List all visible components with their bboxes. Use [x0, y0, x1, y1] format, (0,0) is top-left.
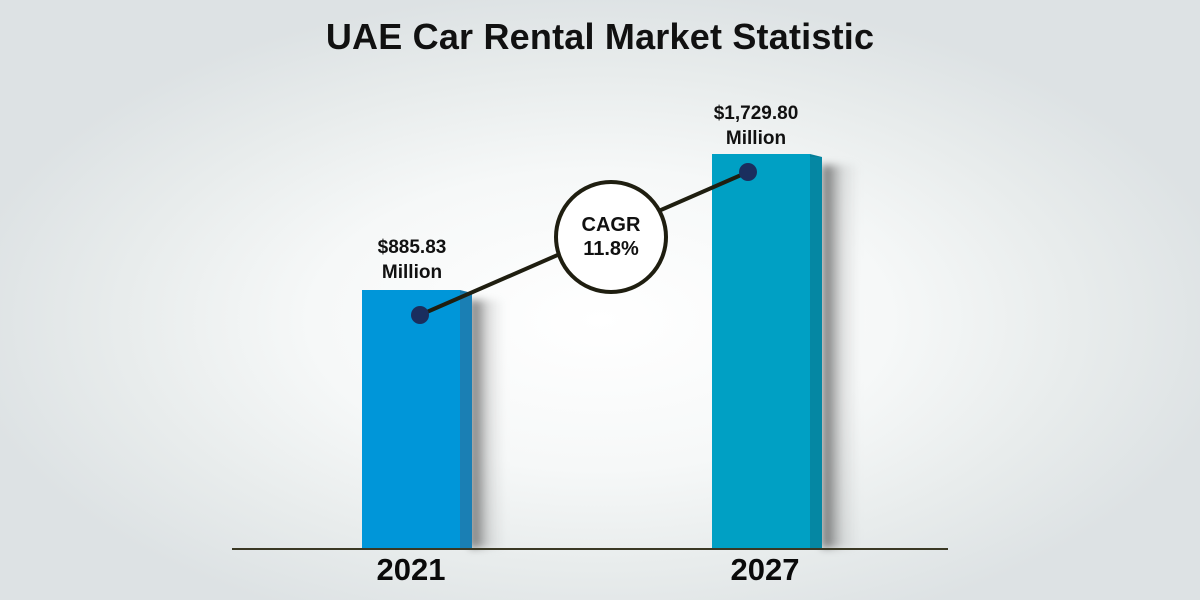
bar-2027-unit: Million — [725, 128, 787, 149]
x-tick-2027: 2027 — [730, 552, 800, 587]
cagr-label: CAGR — [581, 214, 641, 236]
cagr-circle — [554, 180, 668, 294]
bar-2027-value: $1,729.80 — [713, 103, 799, 124]
cagr-value: 11.8% — [583, 238, 639, 260]
bar-2027-shadow — [822, 165, 858, 548]
bar-2021-side — [460, 293, 472, 548]
bar-2027 — [712, 154, 810, 548]
trend-dot-2027 — [739, 163, 757, 181]
chart-title: UAE Car Rental Market Statistic — [325, 16, 875, 57]
bar-2027-value-label: $1,729.80 Million — [686, 101, 826, 151]
x-tick-2021: 2021 — [376, 552, 446, 587]
bar-2021-value: $885.83 — [377, 237, 447, 258]
cagr-badge: CAGR 11.8% — [556, 213, 666, 261]
bar-2027-side — [810, 157, 822, 548]
trend-dot-2021 — [411, 306, 429, 324]
bar-2021 — [362, 290, 460, 548]
bar-2021-shadow — [470, 300, 504, 548]
bar-2021-value-label: $885.83 Million — [342, 235, 482, 285]
bar-2021-unit: Million — [381, 262, 443, 283]
x-axis-line — [232, 548, 948, 550]
